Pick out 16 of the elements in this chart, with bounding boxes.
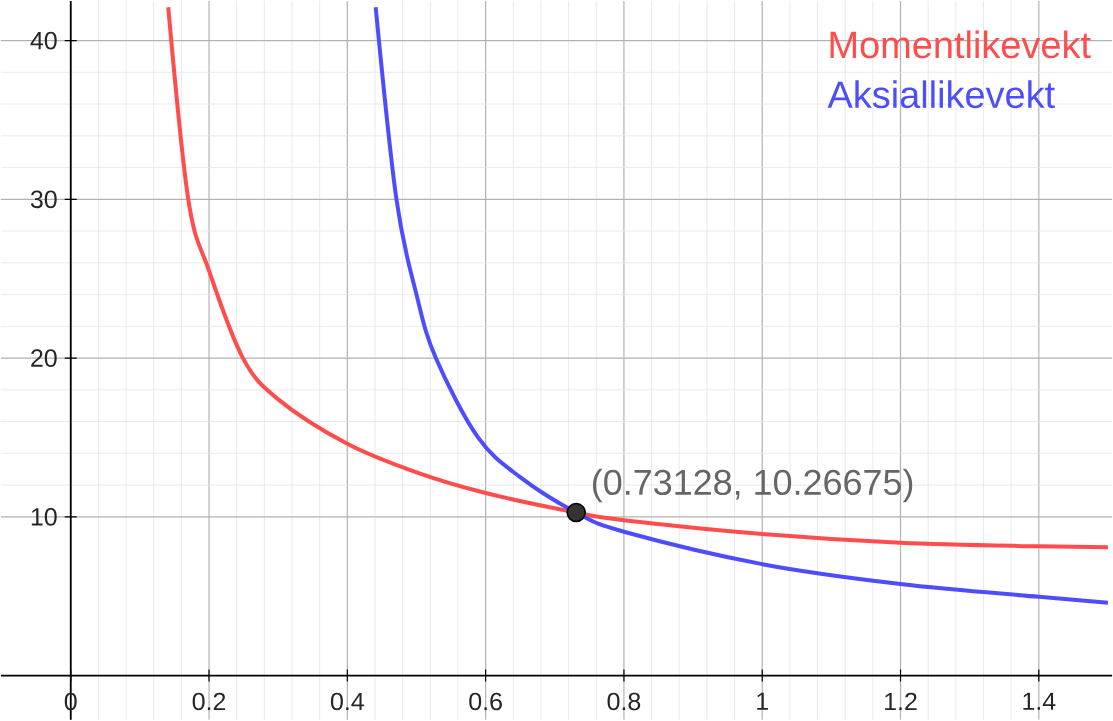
text: Momentlikevekt	[830, 30, 1091, 59]
x-tick-label: 0.4	[330, 692, 364, 711]
x-tick-label: 0.6	[469, 692, 502, 711]
line-series	[166, 5, 1110, 550]
x-tick-label: 1.2	[885, 692, 917, 711]
x-tick-label: 1.4	[1023, 692, 1056, 710]
annotation: (0.73128, 10.26675)	[593, 468, 913, 503]
x-tick-label: 1	[757, 692, 768, 710]
x-tick-label: 0.8	[607, 692, 641, 711]
y-tick-label: 10	[31, 508, 57, 526]
y-tick-label: 30	[30, 190, 57, 209]
y-tick-label: 40	[30, 31, 57, 50]
text: Aksiallikevekt	[827, 80, 1055, 109]
y-tick-label: 20	[31, 349, 57, 368]
line-series	[373, 5, 1110, 605]
x-tick-label: 0.2	[192, 692, 226, 711]
